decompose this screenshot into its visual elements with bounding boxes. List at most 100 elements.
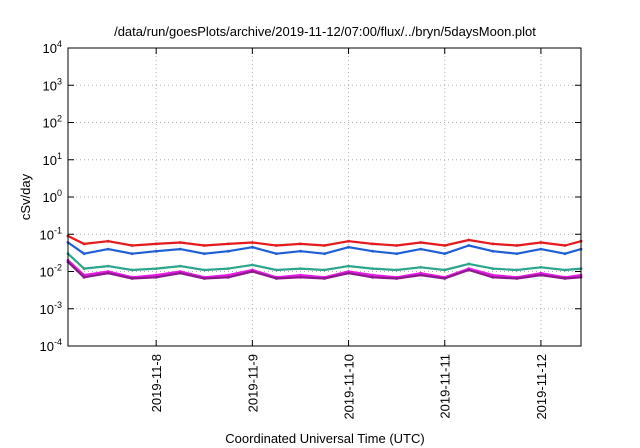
data-point [347,245,350,249]
data-point [82,275,86,279]
data-point [251,263,254,267]
data-point [419,265,423,269]
data-point [130,268,134,272]
data-point [419,247,423,251]
chart-title: /data/run/goesPlots/archive/2019-11-12/0… [114,24,536,39]
data-point [491,249,495,253]
data-point [106,264,110,268]
data-point [275,277,278,280]
data-point [178,271,182,275]
data-point [539,265,543,269]
data-point [323,268,326,272]
data-point [251,241,254,244]
data-point [154,275,158,279]
data-point [371,249,374,253]
data-point [299,273,302,277]
data-point [371,242,374,246]
y-tick-label: 10-1 [40,225,62,242]
data-point [515,268,519,272]
data-point [299,275,302,279]
series-line-3 [67,252,582,272]
data-point [443,268,447,272]
data-point [395,277,398,280]
y-tick-label: 102 [43,114,62,131]
data-point [419,241,423,244]
data-point [539,241,543,244]
data-point [154,267,158,270]
y-tick-label: 103 [43,76,62,93]
data-point [226,249,230,253]
y-tick-label: 100 [43,188,62,205]
data-series [66,234,583,280]
data-point [154,273,158,277]
data-point [563,244,567,247]
data-point [130,252,134,256]
data-point [275,244,278,247]
data-point [154,242,158,246]
data-point [395,268,398,272]
data-point [443,277,447,280]
data-point [515,277,519,280]
data-point [202,277,206,280]
data-point [251,245,254,249]
x-tick-label: 2019-11-9 [245,354,260,412]
data-point [226,275,230,279]
data-point [178,241,182,244]
data-point [443,244,447,247]
y-tick-label: 10-3 [40,300,62,317]
data-point [467,244,471,247]
y-tick-label: 101 [43,151,62,168]
data-point [82,242,86,246]
x-tick-label: 2019-11-8 [149,354,164,412]
y-axis: 10-4 10-3 10-2 10-1 100 101 102 103 104 [40,39,581,354]
data-point [106,239,110,243]
data-point [491,273,495,277]
series-line-1 [67,235,582,247]
data-point [323,277,326,280]
y-tick-label: 10-2 [40,263,62,280]
data-point [371,267,374,270]
x-tick-label: 2019-11-12 [534,354,549,420]
data-point [275,252,278,256]
data-point [515,244,519,247]
x-tick-label: 2019-11-10 [342,354,357,420]
x-axis: 2019-11-8 2019-11-9 2019-11-10 2019-11-11 20… [149,48,549,420]
data-point [395,244,398,247]
y-tick-label: 104 [43,39,62,56]
data-point [371,273,374,277]
data-point [202,244,206,247]
data-point [371,275,374,279]
data-point [130,277,134,280]
data-point [515,252,519,256]
data-point [275,268,278,272]
x-axis-label: Coordinated Universal Time (UTC) [225,431,424,446]
data-point [130,244,134,247]
data-point [539,273,543,277]
data-point [539,247,543,251]
data-point [226,267,230,270]
data-point [299,267,302,270]
data-point [323,252,326,256]
x-tick-label: 2019-11-11 [438,354,453,419]
data-point [202,268,206,272]
data-point [491,275,495,279]
data-point [419,273,423,277]
data-point [467,238,471,242]
data-point [154,249,158,253]
data-point [106,247,110,251]
data-point [106,271,110,275]
grid-lines [68,48,581,346]
data-point [323,244,326,247]
data-point [347,264,350,268]
y-axis-label: cSv/day [18,173,33,220]
data-point [467,262,471,266]
data-point [467,268,471,272]
data-point [202,252,206,256]
data-point [563,252,567,256]
data-point [563,277,567,280]
data-point [563,268,567,272]
data-point [178,247,182,251]
data-point [82,252,86,256]
data-point [347,271,350,275]
